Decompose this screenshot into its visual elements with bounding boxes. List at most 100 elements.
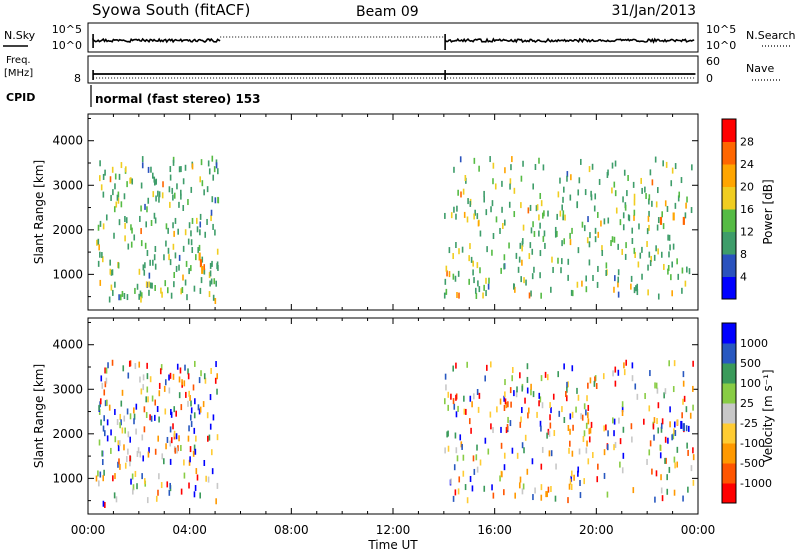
scatter-point (562, 210, 565, 217)
scatter-point (633, 199, 636, 206)
scatter-point (538, 157, 540, 164)
scatter-point (109, 259, 111, 266)
nsearch-tick-low: 10^0 (706, 39, 736, 52)
scatter-point (534, 487, 536, 494)
scatter-point (191, 246, 194, 253)
scatter-point (149, 414, 151, 421)
scatter-point (475, 292, 478, 299)
scatter-point (460, 441, 463, 448)
scatter-point (117, 440, 120, 447)
scatter-point (621, 410, 624, 417)
scatter-point (566, 175, 568, 182)
colorbar-segment (722, 483, 736, 504)
scatter-point (470, 256, 473, 263)
scatter-point (170, 408, 172, 415)
scatter-point (579, 492, 582, 499)
scatter-point (207, 476, 210, 483)
colorbar-segment (722, 443, 736, 464)
scatter-point (192, 450, 195, 457)
scatter-point (154, 245, 157, 252)
scatter-point (567, 497, 569, 504)
scatter-point (471, 401, 473, 408)
scatter-point (148, 447, 150, 454)
scatter-point (136, 450, 139, 457)
nsky-line (444, 37, 695, 44)
scatter-point (477, 406, 480, 413)
scatter-point (502, 222, 504, 229)
scatter-point (617, 276, 620, 283)
scatter-point (120, 162, 123, 169)
scatter-point (532, 494, 534, 501)
scatter-point (453, 403, 456, 410)
scatter-point (563, 417, 566, 424)
colorbar-segment (722, 254, 736, 277)
scatter-point (591, 163, 594, 170)
scatter-point (520, 276, 522, 283)
scatter-point (565, 395, 568, 402)
scatter-point (509, 183, 511, 190)
scatter-point (487, 448, 490, 455)
scatter-point (189, 394, 191, 401)
scatter-point (689, 412, 692, 419)
scatter-point (514, 492, 516, 499)
scatter-point (110, 269, 113, 276)
scatter-point (145, 396, 148, 403)
scatter-point (190, 400, 192, 407)
scatter-point (190, 265, 192, 272)
scatter-point (101, 382, 104, 389)
scatter-point (667, 268, 669, 275)
scatter-point (444, 398, 446, 405)
scatter-point (507, 401, 509, 408)
scatter-point (538, 400, 540, 407)
scatter-point (511, 375, 513, 382)
scatter-point (541, 402, 544, 409)
scatter-point (682, 495, 684, 502)
scatter-point (490, 206, 492, 213)
scatter-point (193, 427, 196, 434)
scatter-point (452, 273, 455, 280)
scatter-point (613, 286, 615, 293)
nave-tick-low: 0 (706, 72, 713, 85)
scatter-point (583, 403, 586, 410)
scatter-point (199, 259, 203, 268)
scatter-point (129, 413, 132, 420)
x-tick-label: 00:00 (71, 523, 106, 537)
scatter-point (605, 424, 607, 431)
scatter-point (668, 466, 671, 473)
scatter-point (625, 359, 628, 366)
scatter-point (514, 286, 516, 293)
scatter-point (546, 491, 548, 498)
scatter-point (138, 268, 141, 275)
nsearch-tick-high: 10^5 (706, 23, 736, 36)
scatter-point (454, 432, 457, 439)
velocity-colorbar-label: Velocity [m s⁻¹] (761, 369, 775, 462)
scatter-point (206, 412, 209, 419)
scatter-point (595, 383, 598, 390)
scatter-point (617, 281, 619, 288)
scatter-point (550, 286, 552, 293)
scatter-point (655, 245, 657, 252)
scatter-point (472, 455, 475, 462)
scatter-point (468, 255, 470, 262)
scatter-point (169, 201, 171, 208)
scatter-point (214, 297, 217, 304)
scatter-point (611, 162, 614, 169)
scatter-point (523, 277, 525, 284)
scatter-point (206, 186, 209, 193)
scatter-point (559, 210, 562, 217)
scatter-point (491, 484, 493, 491)
scatter-point (588, 241, 591, 248)
scatter-point (626, 190, 628, 197)
scatter-point (195, 468, 198, 475)
scatter-point (527, 207, 530, 214)
date-title: 31/Jan/2013 (612, 3, 696, 19)
scatter-point (613, 236, 616, 243)
scatter-point (592, 452, 594, 459)
scatter-point (212, 174, 215, 181)
scatter-point (641, 273, 643, 280)
colorbar-tick-label: 500 (740, 357, 761, 370)
scatter-point (553, 430, 556, 437)
scatter-point (567, 274, 569, 281)
scatter-point (556, 230, 558, 237)
scatter-point (676, 419, 679, 426)
